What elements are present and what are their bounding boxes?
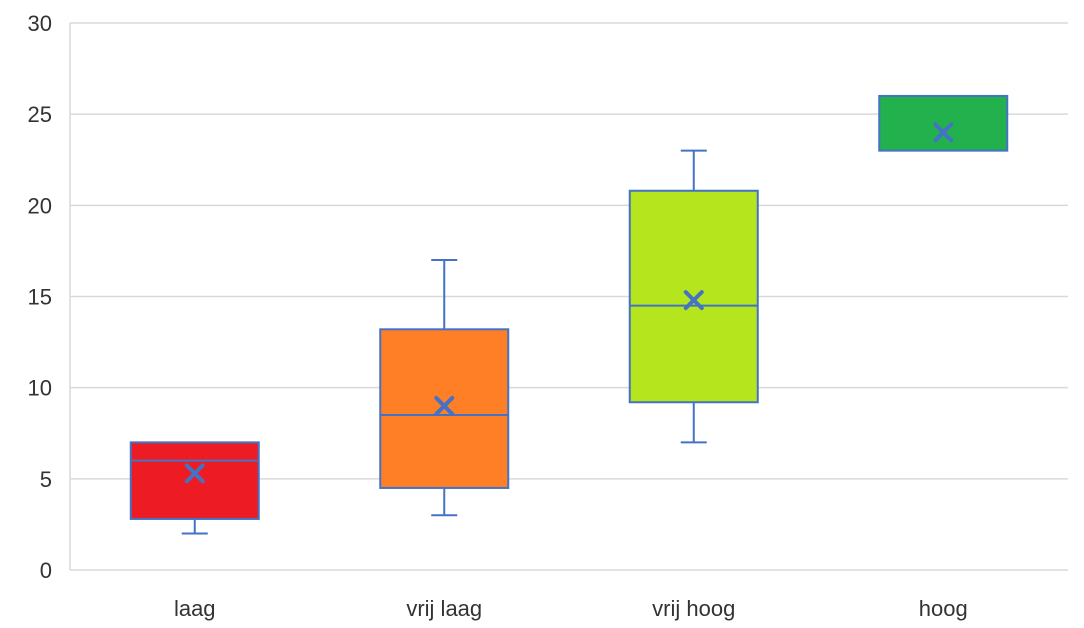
y-tick-label-25: 25 (28, 102, 52, 127)
mean-marker (683, 290, 704, 311)
box-iqr (628, 189, 759, 404)
box-vrij-laag (379, 259, 510, 517)
y-tick-label-20: 20 (28, 193, 52, 218)
y-tick-label-15: 15 (28, 285, 52, 310)
box-iqr (129, 441, 260, 520)
y-tick-label-0: 0 (40, 558, 52, 583)
y-tick-label-5: 5 (40, 467, 52, 492)
mean-marker-stroke-b (434, 395, 455, 416)
box-laag (129, 441, 260, 535)
mean-marker-stroke-b (933, 122, 954, 143)
x-category-label-vrij-laag: vrij laag (406, 596, 482, 621)
mean-marker (184, 463, 205, 484)
y-axis-tick-labels: 0 5 10 15 20 25 30 (28, 11, 52, 583)
mean-marker-stroke-b (184, 463, 205, 484)
box-vrij-hoog (628, 149, 759, 444)
boxes (129, 94, 1009, 535)
mean-marker-stroke-b (683, 290, 704, 311)
y-tick-label-30: 30 (28, 11, 52, 36)
box-iqr (878, 94, 1009, 152)
x-category-label-laag: laag (174, 596, 216, 621)
box-hoog (878, 94, 1009, 152)
x-category-label-hoog: hoog (919, 596, 968, 621)
mean-marker (434, 395, 455, 416)
x-axis-category-labels: laag vrij laag vrij hoog hoog (174, 596, 968, 621)
y-tick-label-10: 10 (28, 376, 52, 401)
x-category-label-vrij-hoog: vrij hoog (652, 596, 735, 621)
mean-marker (933, 122, 954, 143)
